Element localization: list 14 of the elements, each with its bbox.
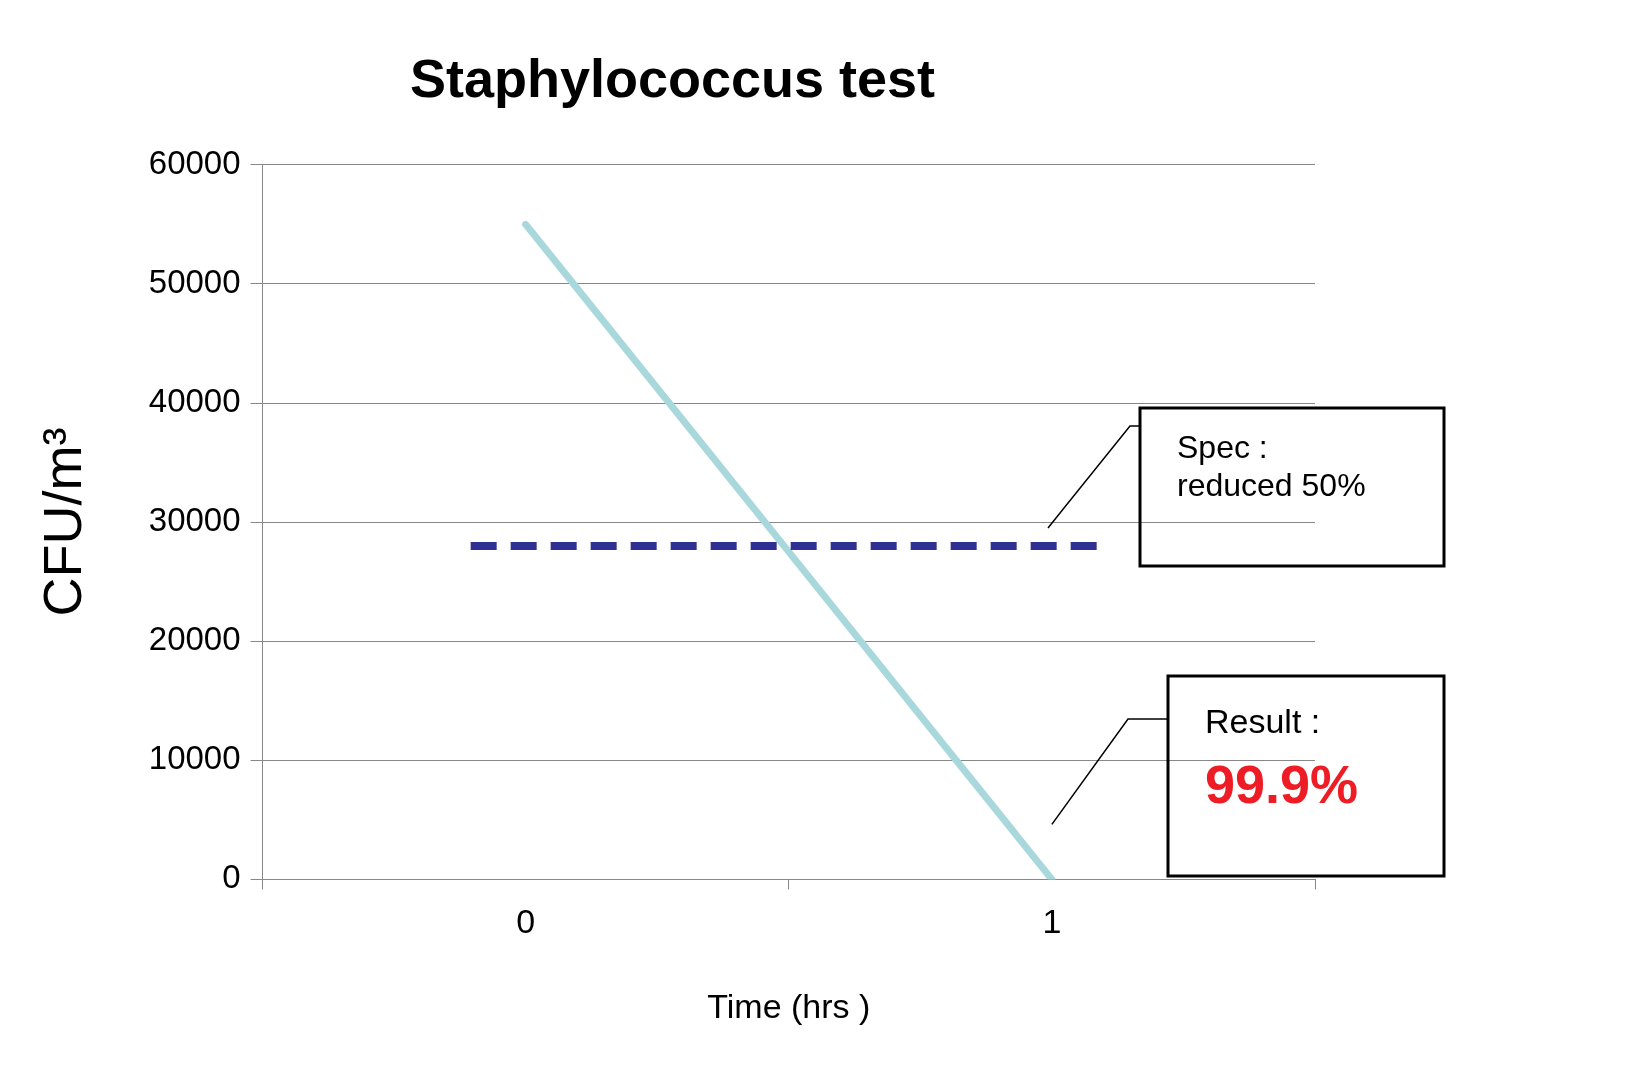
y-tick-label: 60000 [148,143,241,181]
y-tick-label: 30000 [148,501,241,539]
y-axis-title: CFU/m³ [32,427,93,617]
ref-line-label: Spec : reduced 50% [1177,429,1366,503]
x-axis-title: Time (hrs ) [707,986,871,1025]
y-tick-label: 0 [222,858,241,896]
chart-title: Staphylococcus test [409,48,936,109]
annotation: 99.9% [1205,754,1359,814]
y-tick-label: 40000 [148,382,241,420]
x-tick-label: 1 [1042,902,1062,941]
y-tick-label: 10000 [148,739,241,777]
annotation: Result : [1205,702,1321,740]
y-tick-label: 50000 [148,262,241,300]
y-tick-label: 20000 [148,620,241,658]
